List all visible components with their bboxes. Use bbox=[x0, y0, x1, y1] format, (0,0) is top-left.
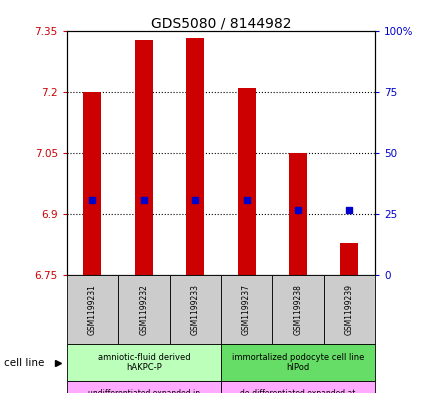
Text: amniotic-fluid derived
hAKPC-P: amniotic-fluid derived hAKPC-P bbox=[97, 353, 190, 372]
Text: GSM1199237: GSM1199237 bbox=[242, 284, 251, 335]
Text: GSM1199231: GSM1199231 bbox=[88, 284, 97, 335]
Text: GSM1199239: GSM1199239 bbox=[344, 284, 353, 335]
Text: immortalized podocyte cell line
hIPod: immortalized podocyte cell line hIPod bbox=[231, 353, 363, 372]
Bar bbox=[288, 153, 306, 275]
Bar bbox=[83, 92, 101, 275]
Bar bbox=[340, 242, 357, 275]
Text: undifferentiated expanded in
Chang's media: undifferentiated expanded in Chang's med… bbox=[88, 389, 200, 393]
Text: GSM1199232: GSM1199232 bbox=[139, 284, 148, 335]
Bar bbox=[135, 40, 153, 275]
Text: de-differentiated expanded at
33C in RPMI-1640: de-differentiated expanded at 33C in RPM… bbox=[240, 389, 355, 393]
Title: GDS5080 / 8144982: GDS5080 / 8144982 bbox=[150, 16, 290, 30]
Bar bbox=[237, 88, 255, 275]
Text: GSM1199238: GSM1199238 bbox=[293, 284, 302, 335]
Text: cell line: cell line bbox=[4, 358, 45, 367]
Text: GSM1199233: GSM1199233 bbox=[190, 284, 199, 335]
Bar bbox=[186, 37, 204, 275]
